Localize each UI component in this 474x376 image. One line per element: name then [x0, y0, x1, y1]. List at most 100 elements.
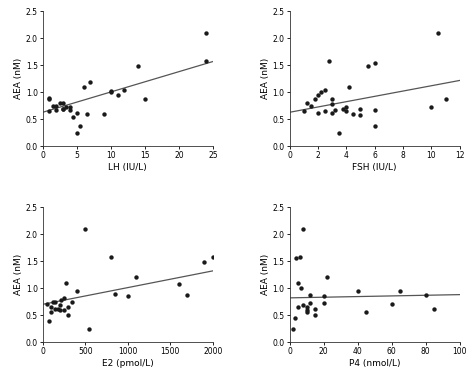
- Point: [303, 307, 310, 313]
- Point: [336, 130, 343, 136]
- Point: [54, 306, 62, 312]
- Point: [63, 280, 70, 286]
- Point: [175, 281, 182, 287]
- Y-axis label: AEA (nM): AEA (nM): [261, 254, 270, 295]
- Point: [70, 114, 77, 120]
- Point: [64, 312, 72, 318]
- Point: [350, 111, 357, 117]
- Point: [43, 301, 51, 307]
- Point: [66, 106, 73, 112]
- Point: [124, 293, 132, 299]
- Point: [311, 96, 319, 102]
- Point: [114, 92, 121, 98]
- Point: [371, 123, 378, 129]
- Point: [321, 108, 329, 114]
- Point: [47, 304, 55, 310]
- Point: [321, 86, 329, 92]
- Point: [340, 106, 347, 112]
- Point: [80, 84, 87, 90]
- Point: [60, 295, 68, 301]
- Point: [346, 84, 353, 90]
- Point: [107, 88, 115, 94]
- X-axis label: P4 (nmol/L): P4 (nmol/L): [349, 359, 401, 368]
- Point: [300, 226, 307, 232]
- Point: [354, 288, 361, 294]
- Point: [320, 300, 328, 306]
- Point: [296, 254, 303, 260]
- Point: [364, 64, 371, 70]
- Point: [53, 106, 60, 112]
- Point: [141, 96, 149, 102]
- Point: [73, 110, 81, 116]
- Point: [435, 30, 442, 36]
- Point: [430, 306, 438, 312]
- Point: [111, 291, 119, 297]
- Point: [303, 309, 310, 315]
- Point: [46, 108, 53, 114]
- Point: [323, 274, 331, 280]
- Point: [298, 285, 305, 291]
- Point: [343, 105, 350, 111]
- Point: [328, 96, 336, 102]
- Point: [69, 299, 76, 305]
- Point: [388, 301, 395, 307]
- Point: [76, 123, 84, 129]
- Point: [134, 64, 142, 70]
- Point: [371, 106, 378, 112]
- Y-axis label: AEA (nM): AEA (nM): [261, 58, 270, 99]
- Point: [320, 293, 328, 299]
- Point: [201, 259, 208, 265]
- Point: [209, 254, 217, 260]
- Point: [291, 315, 299, 321]
- Point: [46, 95, 53, 101]
- Point: [328, 101, 336, 107]
- Point: [183, 292, 191, 298]
- Point: [356, 112, 364, 118]
- X-axis label: FSH (IU/L): FSH (IU/L): [352, 163, 397, 172]
- Y-axis label: AEA (nM): AEA (nM): [14, 254, 23, 295]
- Point: [56, 302, 64, 308]
- Point: [60, 307, 68, 313]
- Point: [86, 326, 93, 332]
- Point: [314, 110, 322, 116]
- Point: [294, 280, 302, 286]
- Point: [87, 79, 94, 85]
- Point: [46, 96, 53, 102]
- Point: [306, 300, 314, 306]
- Point: [311, 312, 319, 318]
- Point: [292, 255, 300, 261]
- Point: [396, 288, 404, 294]
- Point: [314, 92, 322, 98]
- Point: [73, 130, 81, 136]
- Point: [306, 292, 314, 298]
- Point: [47, 309, 55, 315]
- Point: [49, 103, 57, 109]
- Point: [303, 100, 310, 106]
- Point: [331, 106, 339, 112]
- Point: [58, 297, 65, 303]
- Point: [46, 318, 53, 324]
- Point: [59, 106, 67, 112]
- Point: [317, 89, 325, 96]
- Point: [289, 326, 297, 332]
- Point: [343, 108, 350, 114]
- Point: [59, 106, 67, 112]
- Point: [64, 304, 72, 310]
- Point: [56, 100, 64, 106]
- Y-axis label: AEA (nM): AEA (nM): [14, 58, 23, 99]
- Point: [300, 302, 307, 308]
- Point: [133, 274, 140, 280]
- Point: [52, 306, 59, 312]
- Point: [56, 307, 64, 313]
- Point: [82, 226, 89, 232]
- Point: [362, 309, 370, 315]
- Point: [202, 30, 210, 36]
- Point: [300, 108, 308, 114]
- Point: [63, 105, 70, 111]
- Point: [303, 304, 310, 310]
- Point: [326, 58, 333, 64]
- Point: [107, 254, 115, 260]
- Point: [307, 103, 315, 109]
- Point: [422, 292, 429, 298]
- X-axis label: LH (IU/L): LH (IU/L): [109, 163, 147, 172]
